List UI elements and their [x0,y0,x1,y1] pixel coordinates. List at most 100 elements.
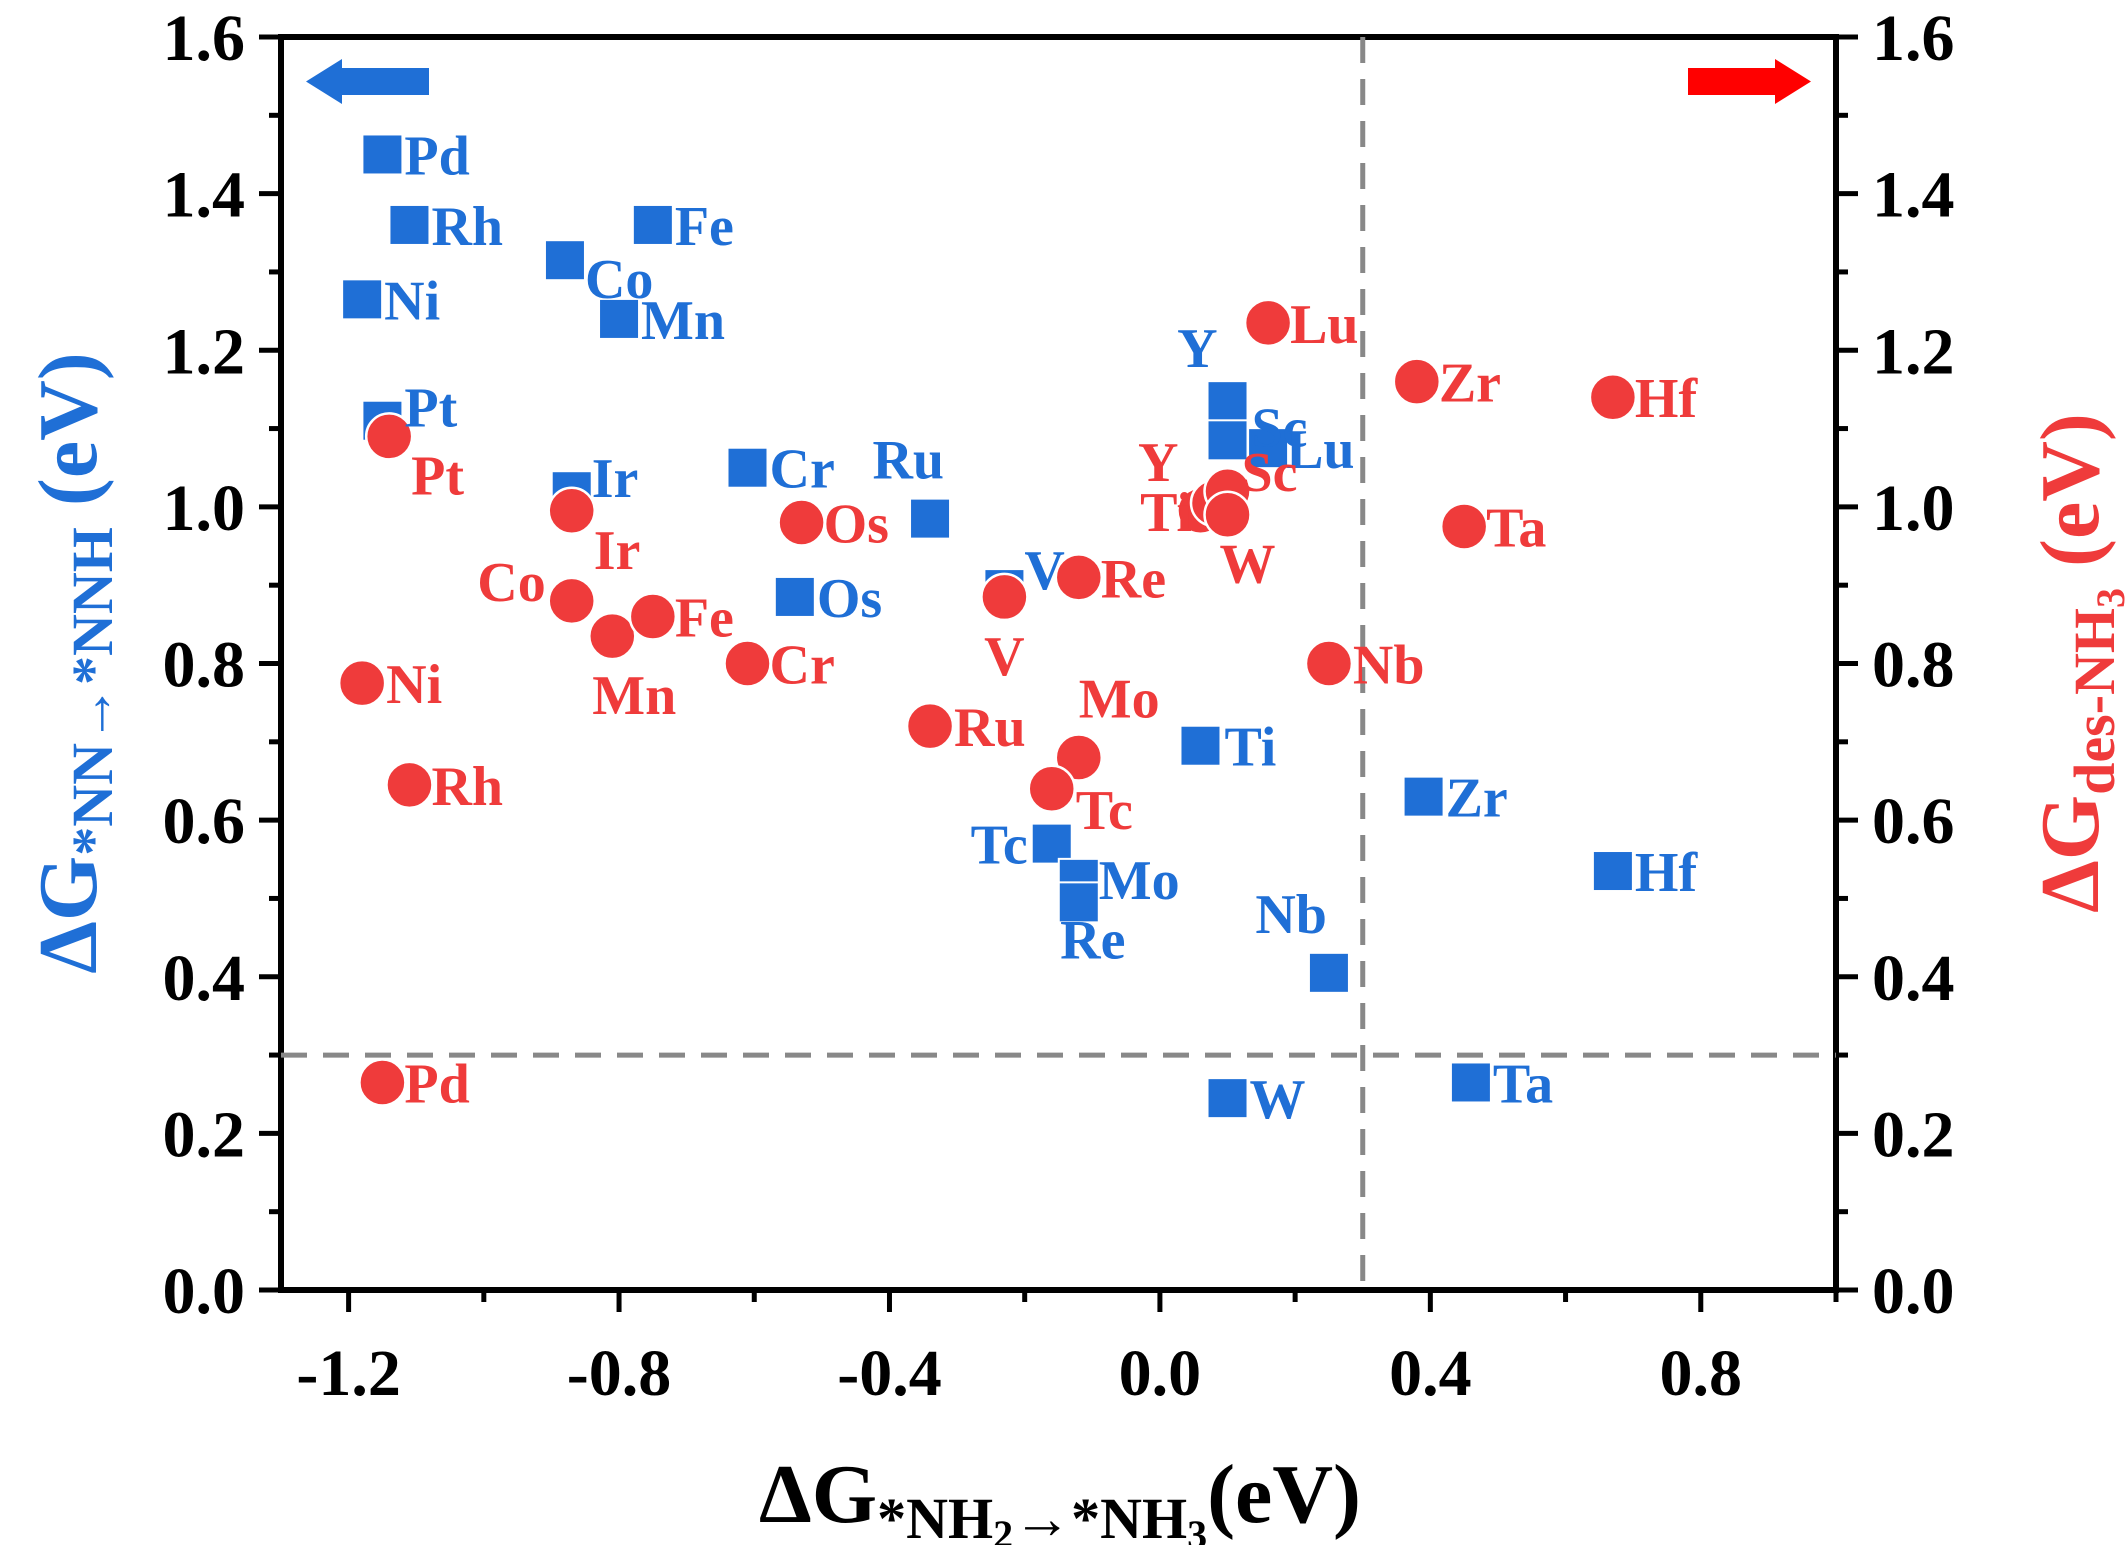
y2-tick-label: 1.2 [1872,315,1955,388]
blue-square-point-pd [361,133,404,176]
axis-ticks: -1.2 -0.8 -0.4 0.0 0.4 0.8 0.0 0.0 0.2 0.2 0.4 0.4 0… [163,2,1955,1410]
red-point-label-nb: Nb [1353,635,1425,697]
blue-square-point-nb [1307,951,1350,994]
red-circle-point-v [980,572,1029,622]
blue-square-point-ru [909,497,952,540]
red-circle-series [337,298,1638,1107]
red-circle-point-cr [723,639,772,688]
x-tick-label: 0.4 [1389,1337,1472,1410]
x-axis-title: ΔG*NH2→*NH3(eV) [759,1448,1361,1545]
blue-point-label-nb: Nb [1255,884,1327,946]
y2-axis-title: ΔGdes-NH3 (eV) [2024,413,2128,913]
y2-tick-label: 0.6 [1872,785,1955,858]
blue-point-label-re: Re [1060,909,1125,971]
y-tick-label: 0.0 [163,1255,246,1328]
blue-square-point-ti [1179,724,1222,767]
y-tick-label: 0.8 [163,629,246,702]
blue-square-point-lu [1247,427,1290,470]
red-circle-point-ru [905,701,955,751]
reference-lines [281,37,1836,1290]
y-tick-label: 0.6 [163,785,246,858]
red-point-label-ru: Ru [954,697,1026,759]
blue-square-point-y [1206,380,1249,423]
blue-point-label-y: Y [1177,318,1217,380]
red-point-label-fe: Fe [675,588,734,650]
red-point-label-pt: Pt [411,445,464,507]
red-circle-point-pd [358,1058,407,1107]
y2-tick-label: 0.4 [1872,942,1955,1015]
blue-point-label-ni: Ni [384,270,440,332]
red-circle-point-lu [1243,298,1293,348]
red-circle-point-fe [628,592,678,641]
red-point-label-mn: Mn [592,665,676,727]
blue-square-point-ni [341,278,384,321]
red-circle-point-w [1203,490,1252,539]
red-circle-point-hf [1588,372,1638,422]
y-tick-label: 0.2 [163,1098,246,1171]
red-point-label-re: Re [1101,548,1166,610]
blue-point-label-os: Os [817,568,882,630]
red-circle-point-zr [1392,357,1442,406]
blue-square-point-sc [1206,419,1249,462]
y-tick-label: 1.6 [163,2,246,75]
red-circle-point-ir [547,486,596,536]
right-axis-arrow-icon [1688,59,1811,104]
red-point-label-ti: Ti [1140,482,1192,544]
red-point-label-ni: Ni [386,654,442,716]
red-circle-point-tc [1027,764,1076,814]
red-circle-point-nb [1304,639,1354,688]
red-circle-point-mn [588,611,637,661]
y-tick-label: 1.4 [163,159,246,232]
blue-point-label-pd: Pd [404,125,469,187]
red-circle-point-co [547,576,596,626]
blue-square-point-cr [726,446,769,489]
blue-point-label-zr: Zr [1446,768,1508,830]
red-circle-point-mo [1054,733,1104,782]
blue-point-label-tc: Tc [971,815,1028,877]
red-point-label-pd: Pd [404,1053,469,1115]
x-tick-label: -0.8 [567,1337,671,1410]
blue-square-point-rh [388,203,431,246]
red-point-label-sc: Sc [1242,442,1298,504]
red-point-label-zr: Zr [1439,353,1501,415]
red-circle-point-re [1054,553,1104,602]
y2-tick-label: 1.6 [1872,2,1955,75]
plot-frame [278,34,1839,1293]
y2-tick-label: 1.4 [1872,159,1955,232]
blue-square-point-zr [1402,775,1445,818]
y2-tick-label: 0.0 [1872,1255,1955,1328]
x-tick-label: -1.2 [296,1337,400,1410]
red-circle-point-ni [337,658,387,708]
blue-point-label-rh: Rh [431,196,503,258]
y-tick-label: 0.4 [163,942,246,1015]
blue-point-label-w: W [1250,1069,1306,1131]
blue-point-label-ta: Ta [1493,1053,1553,1115]
red-point-label-tc: Tc [1076,780,1133,842]
x-tick-label: 0.0 [1119,1337,1202,1410]
blue-point-label-lu: Lu [1286,419,1355,481]
blue-point-label-sc: Sc [1252,397,1308,459]
blue-square-point-mn [598,297,641,340]
y2-tick-label: 0.8 [1872,629,1955,702]
red-point-label-mo: Mo [1079,668,1160,730]
blue-point-label-mn: Mn [641,290,725,352]
red-point-label-co: Co [477,552,545,614]
y2-tick-label: 1.0 [1872,472,1955,545]
red-point-label-hf: Hf [1635,368,1699,430]
red-circle-point-ta [1439,502,1489,551]
blue-point-label-fe: Fe [675,196,734,258]
blue-square-point-re [1057,881,1100,924]
blue-point-label-co: Co [585,249,653,311]
x-tick-label: 0.8 [1660,1337,1743,1410]
red-point-label-ir: Ir [594,520,641,582]
blue-square-point-tc [1030,822,1073,865]
y-tick-label: 1.0 [163,472,246,545]
y-axis-title: ΔG*NN→*NNH (eV) [22,352,125,974]
blue-square-point-w [1206,1077,1249,1120]
blue-point-label-v: V [1024,540,1064,602]
red-point-label-rh: Rh [431,756,503,818]
blue-point-label-mo: Mo [1099,850,1180,912]
red-circle-point-os [777,498,826,547]
